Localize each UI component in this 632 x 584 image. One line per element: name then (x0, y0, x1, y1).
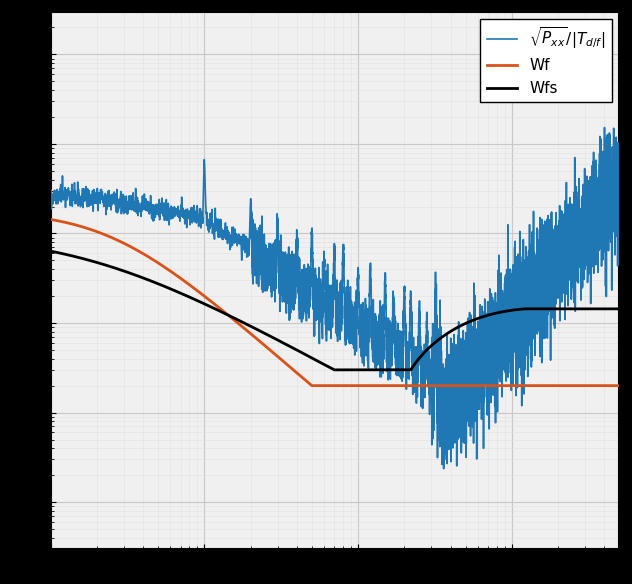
$\sqrt{P_{xx}}/|T_{d/f}|$ (616, 202, 623, 209)
$\sqrt{P_{xx}}/|T_{d/f}|$ (325, 300, 332, 307)
Wf (585, 382, 593, 389)
Line: $\sqrt{P_{xx}}/|T_{d/f}|$: $\sqrt{P_{xx}}/|T_{d/f}|$ (51, 127, 619, 468)
$\sqrt{P_{xx}}/|T_{d/f}|$ (585, 218, 593, 225)
Legend: $\sqrt{P_{xx}}/|T_{d/f}|$, Wf, Wfs: $\sqrt{P_{xx}}/|T_{d/f}|$, Wf, Wfs (480, 19, 612, 102)
Wf (81, 224, 88, 231)
Wfs (70, 253, 78, 260)
Wfs (49, 248, 57, 255)
$\sqrt{P_{xx}}/|T_{d/f}|$ (47, 188, 54, 195)
Wf (616, 382, 623, 389)
$\sqrt{P_{xx}}/|T_{d/f}|$ (601, 124, 609, 131)
$\sqrt{P_{xx}}/|T_{d/f}|$ (440, 465, 447, 472)
$\sqrt{P_{xx}}/|T_{d/f}|$ (81, 197, 88, 204)
Wf (70, 221, 78, 228)
Wf (158, 262, 166, 269)
Line: Wf: Wf (51, 220, 619, 385)
Wfs (47, 248, 54, 255)
Wfs (585, 305, 593, 312)
Line: Wfs: Wfs (51, 251, 619, 370)
Wfs (81, 256, 88, 263)
Wf (325, 382, 332, 389)
$\sqrt{P_{xx}}/|T_{d/f}|$ (70, 190, 78, 197)
$\sqrt{P_{xx}}/|T_{d/f}|$ (49, 199, 57, 206)
$\sqrt{P_{xx}}/|T_{d/f}|$ (158, 200, 166, 207)
Wfs (331, 366, 338, 373)
Wfs (158, 282, 166, 289)
Wfs (616, 305, 623, 312)
Wfs (325, 363, 332, 370)
Wf (47, 216, 54, 223)
Wf (49, 216, 57, 223)
Wf (308, 382, 315, 389)
